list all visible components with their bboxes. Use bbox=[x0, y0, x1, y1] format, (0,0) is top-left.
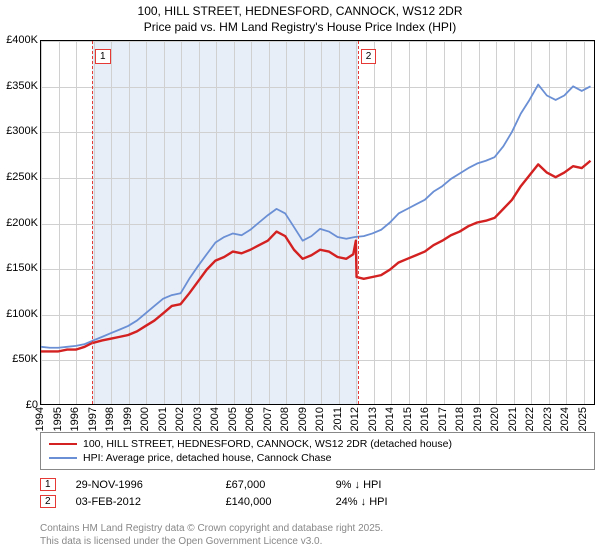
y-tick-label: £400K bbox=[6, 34, 38, 46]
x-tick-label: 1999 bbox=[122, 407, 134, 431]
annotation-row-2: 2 03-FEB-2012 £140,000 24% ↓ HPI bbox=[40, 493, 595, 510]
x-tick-label: 2000 bbox=[139, 407, 151, 431]
x-tick-label: 2013 bbox=[367, 407, 379, 431]
x-tick-label: 2019 bbox=[472, 407, 484, 431]
series-svg bbox=[41, 41, 594, 404]
price-chart-container: { "title_line1": "100, HILL STREET, HEDN… bbox=[0, 0, 600, 560]
chart-title-line1: 100, HILL STREET, HEDNESFORD, CANNOCK, W… bbox=[0, 0, 600, 20]
x-tick-label: 2002 bbox=[174, 407, 186, 431]
legend-label-price-paid: 100, HILL STREET, HEDNESFORD, CANNOCK, W… bbox=[83, 438, 452, 450]
x-tick-label: 2005 bbox=[227, 407, 239, 431]
annotation-row-1: 1 29-NOV-1996 £67,000 9% ↓ HPI bbox=[40, 476, 595, 493]
y-tick-label: £50K bbox=[12, 353, 38, 365]
x-tick-label: 2001 bbox=[157, 407, 169, 431]
annotation-price-1: £67,000 bbox=[226, 479, 336, 491]
annotation-price-2: £140,000 bbox=[226, 496, 336, 508]
y-tick-label: £350K bbox=[6, 80, 38, 92]
x-tick-label: 2024 bbox=[559, 407, 571, 431]
y-tick-label: £100K bbox=[6, 308, 38, 320]
x-tick-label: 2023 bbox=[542, 407, 554, 431]
x-tick-label: 1996 bbox=[69, 407, 81, 431]
x-tick-label: 2018 bbox=[454, 407, 466, 431]
chart-marker: 1 bbox=[95, 49, 111, 64]
y-axis: £0£50K£100K£150K£200K£250K£300K£350K£400… bbox=[0, 40, 40, 405]
x-tick-label: 2007 bbox=[262, 407, 274, 431]
legend-item-price-paid: 100, HILL STREET, HEDNESFORD, CANNOCK, W… bbox=[49, 437, 586, 451]
chart-title-line2: Price paid vs. HM Land Registry's House … bbox=[0, 20, 600, 40]
footer-line2: This data is licensed under the Open Gov… bbox=[40, 535, 595, 548]
annotation-marker-2: 2 bbox=[40, 495, 56, 508]
x-tick-label: 2015 bbox=[402, 407, 414, 431]
annotation-delta-1: 9% ↓ HPI bbox=[336, 479, 456, 491]
chart-marker: 2 bbox=[361, 49, 377, 64]
annotation-date-2: 03-FEB-2012 bbox=[76, 496, 226, 508]
x-tick-label: 2022 bbox=[524, 407, 536, 431]
footer-line1: Contains HM Land Registry data © Crown c… bbox=[40, 522, 595, 535]
x-tick-label: 2014 bbox=[384, 407, 396, 431]
x-tick-label: 1995 bbox=[52, 407, 64, 431]
y-tick-label: £250K bbox=[6, 171, 38, 183]
x-tick-label: 2020 bbox=[489, 407, 501, 431]
x-tick-label: 2004 bbox=[209, 407, 221, 431]
legend: 100, HILL STREET, HEDNESFORD, CANNOCK, W… bbox=[40, 432, 595, 470]
legend-swatch-hpi bbox=[49, 457, 77, 459]
annotation-marker-1: 1 bbox=[40, 478, 56, 491]
x-tick-label: 1994 bbox=[34, 407, 46, 431]
x-tick-label: 2008 bbox=[279, 407, 291, 431]
x-tick-label: 2025 bbox=[577, 407, 589, 431]
x-tick-label: 2010 bbox=[314, 407, 326, 431]
x-tick-label: 2012 bbox=[349, 407, 361, 431]
x-tick-label: 2009 bbox=[297, 407, 309, 431]
legend-swatch-price-paid bbox=[49, 443, 77, 445]
annotation-date-1: 29-NOV-1996 bbox=[76, 479, 226, 491]
x-tick-label: 1997 bbox=[87, 407, 99, 431]
legend-item-hpi: HPI: Average price, detached house, Cann… bbox=[49, 451, 586, 465]
plot-area: 12 bbox=[40, 40, 595, 405]
x-tick-label: 2003 bbox=[192, 407, 204, 431]
y-tick-label: £150K bbox=[6, 262, 38, 274]
y-tick-label: £300K bbox=[6, 125, 38, 137]
x-tick-label: 2011 bbox=[332, 407, 344, 431]
x-tick-label: 2021 bbox=[507, 407, 519, 431]
x-tick-label: 1998 bbox=[104, 407, 116, 431]
x-tick-label: 2017 bbox=[437, 407, 449, 431]
x-tick-label: 2016 bbox=[419, 407, 431, 431]
annotation-table: 1 29-NOV-1996 £67,000 9% ↓ HPI 2 03-FEB-… bbox=[40, 476, 595, 510]
footer-attribution: Contains HM Land Registry data © Crown c… bbox=[40, 522, 595, 548]
y-tick-label: £200K bbox=[6, 217, 38, 229]
legend-label-hpi: HPI: Average price, detached house, Cann… bbox=[83, 452, 331, 464]
x-axis: 1994199519961997199819992000200120022003… bbox=[40, 405, 595, 430]
annotation-delta-2: 24% ↓ HPI bbox=[336, 496, 456, 508]
x-tick-label: 2006 bbox=[244, 407, 256, 431]
chart-area: £0£50K£100K£150K£200K£250K£300K£350K£400… bbox=[0, 40, 600, 430]
